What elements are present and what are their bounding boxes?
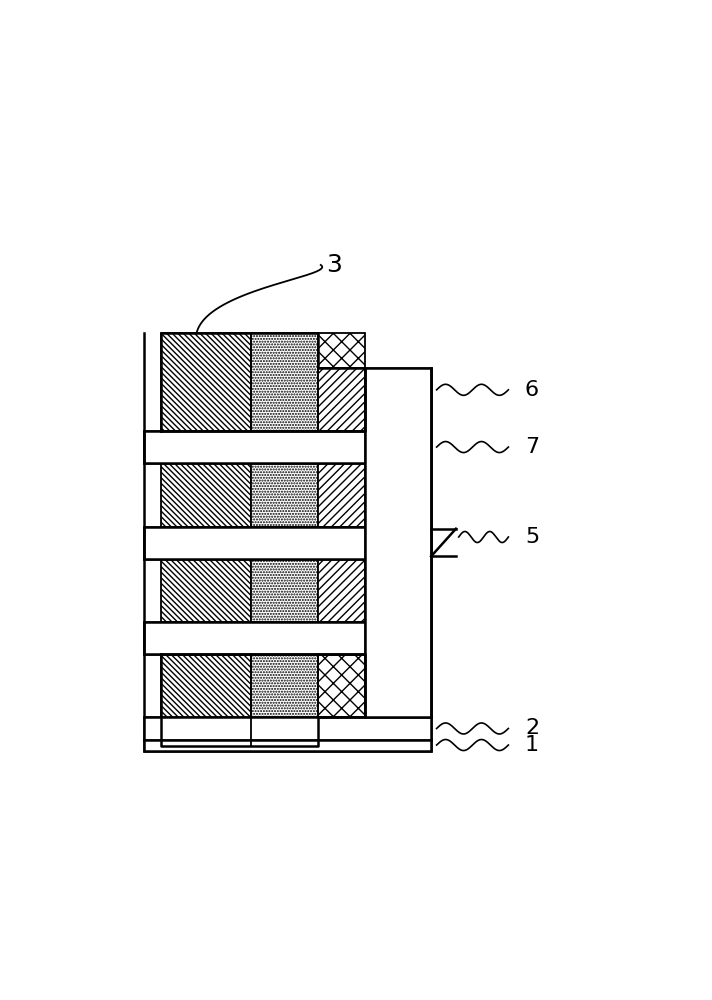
Bar (318, 654, 365, 717)
Text: 1: 1 (525, 735, 539, 755)
Bar (365, 368, 431, 717)
Text: 2: 2 (525, 718, 539, 738)
Bar (251, 559, 318, 622)
Bar (251, 333, 318, 431)
Bar (144, 527, 365, 559)
Bar (161, 654, 251, 746)
Text: 7: 7 (525, 437, 539, 457)
Bar (318, 333, 365, 368)
Bar (251, 463, 318, 527)
Bar (144, 527, 365, 559)
Text: 6: 6 (525, 380, 539, 400)
Text: 3: 3 (326, 253, 342, 277)
Bar (318, 368, 365, 431)
Bar (161, 559, 251, 622)
Bar (251, 654, 318, 746)
Bar (144, 717, 431, 740)
Bar (144, 622, 365, 654)
Bar (144, 431, 365, 463)
Bar (365, 368, 431, 717)
Bar (161, 463, 251, 527)
Bar (144, 717, 431, 740)
Bar (318, 463, 365, 527)
Bar (144, 740, 431, 751)
Bar (144, 740, 431, 751)
Bar (144, 431, 365, 463)
Bar (318, 559, 365, 622)
Text: 5: 5 (525, 527, 539, 547)
Bar (161, 333, 251, 431)
Bar (144, 622, 365, 654)
